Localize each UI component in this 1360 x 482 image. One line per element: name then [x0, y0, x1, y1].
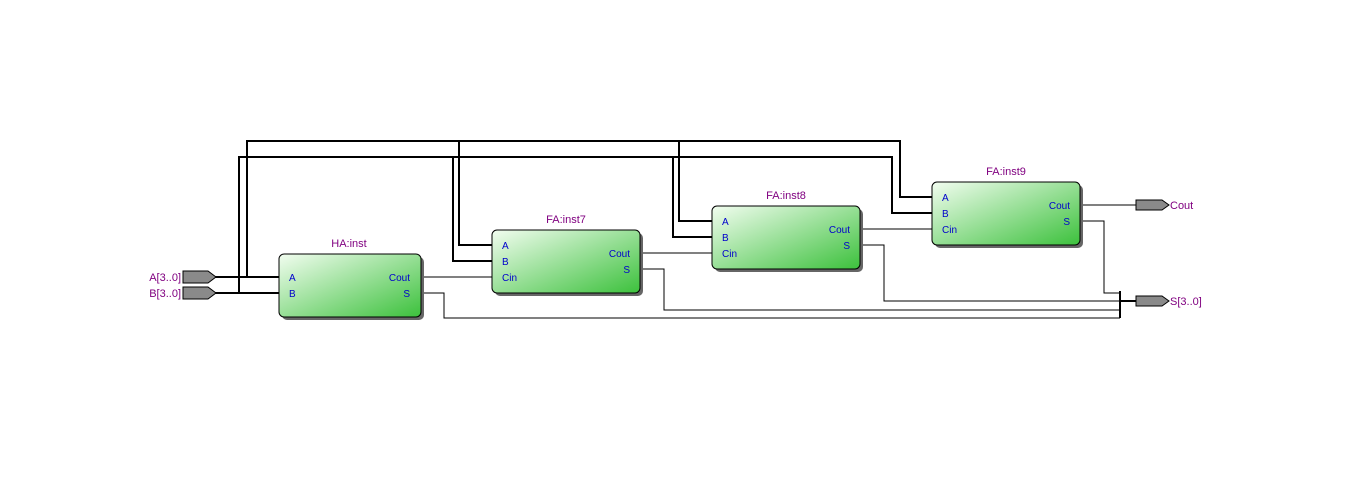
- output-pin-cout[interactable]: Cout: [1135, 199, 1193, 212]
- port-cout: Cout: [609, 249, 630, 260]
- block-title: HA:inst: [331, 238, 366, 250]
- port-s: S: [623, 265, 630, 276]
- port-cout: Cout: [389, 273, 410, 284]
- block-title: FA:inst8: [766, 190, 806, 202]
- block-title: FA:inst9: [986, 166, 1026, 178]
- wires: [214, 140, 1136, 319]
- port-a: A: [942, 193, 949, 204]
- wire-a-fa8: [678, 141, 712, 222]
- block-fa8[interactable]: FA:inst8 A B Cin Cout S: [711, 190, 863, 272]
- port-s: S: [1063, 217, 1070, 228]
- output-pin-s[interactable]: S[3..0]: [1135, 295, 1202, 308]
- port-cout: Cout: [1049, 201, 1070, 212]
- bus-b-top: [238, 156, 932, 293]
- input-pin-label: B[3..0]: [149, 288, 181, 300]
- block-fa7[interactable]: FA:inst7 A B Cin Cout S: [491, 214, 643, 296]
- port-cout: Cout: [829, 225, 850, 236]
- block-fa9[interactable]: FA:inst9 A B Cin Cout S: [931, 166, 1083, 248]
- port-a: A: [502, 241, 509, 252]
- wire-a-fa7: [458, 141, 492, 246]
- port-cin: Cin: [942, 225, 957, 236]
- port-cin: Cin: [722, 249, 737, 260]
- wire-b-fa8: [672, 157, 712, 238]
- input-pin-b[interactable]: B[3..0]: [149, 286, 217, 300]
- output-pin-label: S[3..0]: [1170, 296, 1202, 308]
- block-title: FA:inst7: [546, 214, 586, 226]
- output-pin-label: Cout: [1170, 200, 1193, 212]
- port-a: A: [289, 273, 296, 284]
- port-b: B: [942, 209, 949, 220]
- wire-fa7-s: [640, 268, 1120, 311]
- port-cin: Cin: [502, 273, 517, 284]
- wire-b-fa7: [452, 157, 492, 262]
- wire-ha-s: [421, 292, 1120, 319]
- port-s: S: [843, 241, 850, 252]
- wire-fa8-s: [860, 244, 1120, 302]
- input-pin-label: A[3..0]: [149, 272, 181, 284]
- bus-a-top: [246, 140, 932, 277]
- port-b: B: [722, 233, 729, 244]
- input-pin-a[interactable]: A[3..0]: [149, 270, 217, 284]
- port-a: A: [722, 217, 729, 228]
- port-b: B: [289, 289, 296, 300]
- port-s: S: [403, 289, 410, 300]
- block-ha[interactable]: HA:inst A B Cout S: [278, 238, 424, 320]
- port-b: B: [502, 257, 509, 268]
- wire-fa9-s: [1080, 220, 1120, 294]
